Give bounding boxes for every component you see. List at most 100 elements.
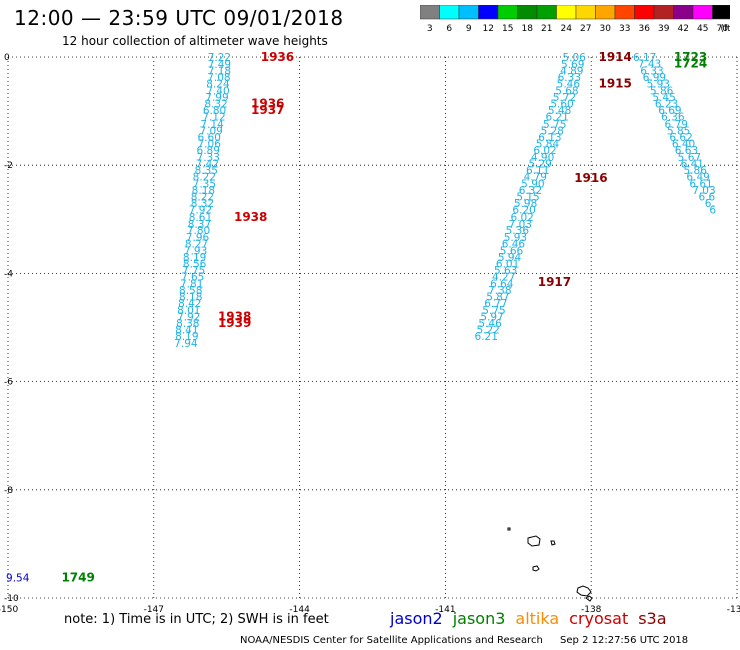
- wave-height-value: 6.99: [643, 72, 666, 84]
- wave-height-value: 7.92: [189, 205, 212, 217]
- pass-time-label: 1936: [251, 97, 284, 111]
- wave-height-value: 5.46: [478, 318, 502, 330]
- wave-height-value: 6.21: [475, 331, 498, 343]
- wave-height-value: 8.58: [179, 285, 202, 297]
- legend-item-jason3: jason3: [452, 609, 506, 628]
- wave-height-value: 5.15: [516, 192, 539, 204]
- wave-height-value: 8.61: [189, 212, 212, 224]
- latitude-tick-label: -4: [4, 269, 13, 279]
- wave-height-value: 5.86: [684, 165, 708, 177]
- island-outline: [532, 565, 540, 572]
- wave-height-value: 6.41: [681, 159, 704, 171]
- scale-tick-label: 18: [522, 24, 534, 34]
- wave-height-value: 6.69: [658, 105, 681, 117]
- units-note: note: 1) Time is in UTC; 2) SWH is in fe…: [64, 612, 329, 627]
- wave-height-value: 7.43: [638, 58, 661, 70]
- pass-time-label: 1749: [61, 570, 94, 584]
- wave-height-value: 8.22: [193, 172, 216, 184]
- pass-time-label: 1917: [538, 275, 571, 289]
- wave-height-value: 4.89: [560, 66, 583, 78]
- wave-height-value: 7.12: [202, 112, 225, 124]
- scale-tick-label: 24: [561, 24, 573, 34]
- legend-item-altika: altika: [515, 609, 560, 628]
- wave-height-value: 8.42: [178, 298, 201, 310]
- wave-height-value: 6.01: [496, 259, 519, 271]
- legend-item-s3a: s3a: [638, 609, 667, 628]
- wave-height-value: 5.63: [494, 265, 517, 277]
- wave-height-value: 5.75: [482, 305, 505, 317]
- page-title: 12:00 — 23:59 UTC 09/01/2018: [14, 6, 344, 30]
- wave-height-value: 6.36: [661, 112, 685, 124]
- wave-height-value: 5.06: [562, 52, 586, 64]
- scale-tick-label: 33: [619, 24, 630, 34]
- wave-height-value: 7.80: [187, 225, 210, 237]
- scale-tick-label: 12: [483, 24, 494, 34]
- wave-height-value: 5.90: [521, 179, 544, 191]
- wave-height-value: 6.32: [519, 185, 542, 197]
- wave-height-value: 5.87: [486, 292, 509, 304]
- wave-height-value: 7.49: [208, 59, 231, 71]
- wave-height-value: 9.54: [6, 572, 30, 584]
- wave-height-value: 8.32: [204, 99, 227, 111]
- island-outline: [585, 595, 593, 602]
- legend-item-jason2: jason2: [390, 609, 443, 628]
- wave-height-value: 6.21: [545, 112, 568, 124]
- wave-height-value: 6.33: [558, 72, 581, 84]
- wave-height-value: 7.08: [207, 72, 230, 84]
- pass-time-label: 1915: [598, 77, 631, 91]
- wave-height-value: 6.63: [675, 145, 698, 157]
- scale-tick-label: 15: [502, 24, 513, 34]
- wave-height-value: 4.27: [492, 272, 515, 284]
- scale-tick-label: 42: [678, 24, 689, 34]
- wave-height-value: 5.72: [553, 92, 576, 104]
- wave-height-value: 5.94: [498, 252, 522, 264]
- latitude-tick-label: 0: [4, 53, 10, 63]
- wave-height-value: 7.03: [692, 185, 715, 197]
- wave-height-value: 6.02: [510, 212, 533, 224]
- longitude-tick-label: -147: [144, 605, 164, 615]
- wave-height-value: 6.20: [512, 205, 535, 217]
- wave-height-value: 7.94: [174, 338, 198, 350]
- longitude-tick-label: -141: [435, 605, 455, 615]
- wave-height-value: 7.03: [509, 219, 532, 231]
- wave-height-value: 7.14: [200, 119, 224, 131]
- wave-height-value: 6.89: [197, 145, 220, 157]
- pass-time-label: 1723: [674, 50, 707, 64]
- pass-time-label: 1939: [218, 316, 251, 330]
- wave-height-value: 5.46: [557, 79, 581, 91]
- wave-height-value: 5.36: [506, 225, 530, 237]
- latitude-tick-label: -8: [4, 486, 13, 496]
- wave-height-value: 8.19: [183, 252, 206, 264]
- wave-height-value: 6.40: [672, 139, 695, 151]
- scale-tick-label: 36: [639, 24, 651, 34]
- wave-height-value: 8.27: [185, 239, 208, 251]
- scale-swatch: [712, 5, 730, 20]
- wave-height-value: 6.64: [490, 279, 514, 291]
- wave-height-value: 6.6: [699, 192, 716, 204]
- wave-height-value: 5.66: [500, 246, 524, 258]
- wave-height-value: 8.56: [183, 259, 207, 271]
- page-subtitle: 12 hour collection of altimeter wave hei…: [62, 34, 328, 48]
- wave-height-value: 5.60: [550, 99, 573, 111]
- wave-height-value: 5.93: [504, 232, 527, 244]
- wave-height-value: 6.13: [538, 132, 561, 144]
- wave-height-value: 4.90: [531, 152, 554, 164]
- wave-height-value: 5.98: [514, 198, 537, 210]
- wave-height-value: 5.22: [476, 325, 499, 337]
- longitude-tick-label: -150: [0, 605, 18, 615]
- satellite-legend: jason2 jason3 altika cryosat s3a: [390, 609, 677, 628]
- wave-height-value: 7.22: [208, 52, 231, 64]
- wave-height-value: 7.38: [488, 285, 511, 297]
- wave-height-value: 8.38: [176, 318, 199, 330]
- wave-height-value: 7.92: [177, 312, 200, 324]
- pass-time-label: 1938: [234, 210, 267, 224]
- wave-height-value: 7.40: [206, 86, 229, 98]
- longitude-tick-label: -138: [581, 605, 602, 615]
- wave-height-value: 6.17: [633, 52, 656, 64]
- wave-height-value: 8.22: [191, 192, 214, 204]
- wave-height-value: 6.79: [665, 119, 688, 131]
- wave-height-value: 8.18: [179, 292, 202, 304]
- wave-height-value: 5.84: [536, 139, 560, 151]
- wave-height-value: 6.49: [686, 172, 709, 184]
